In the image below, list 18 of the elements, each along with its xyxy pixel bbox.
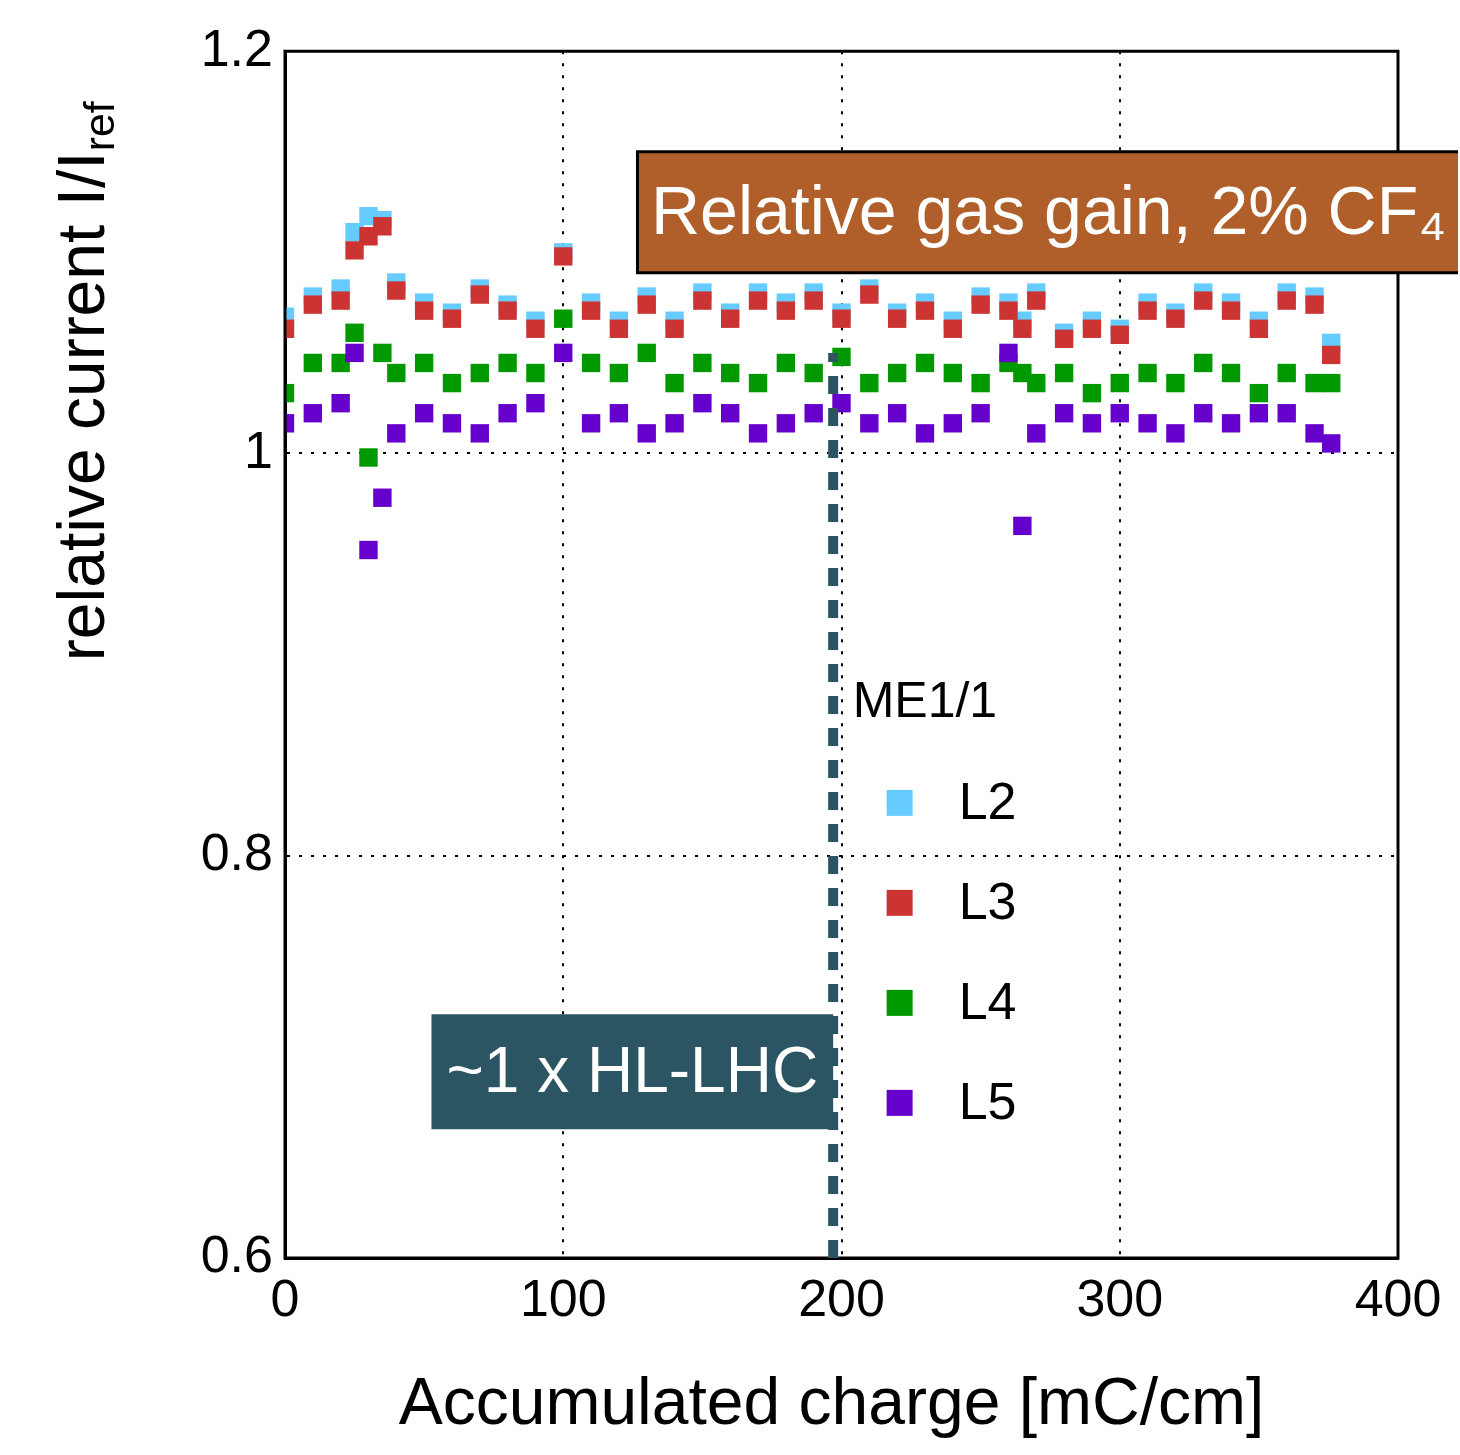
y-tick-label: 0.8 xyxy=(200,823,273,882)
y-tick-label: 0.6 xyxy=(200,1225,273,1284)
y-tick-label: 1.2 xyxy=(200,18,273,77)
x-tick-label: 0 xyxy=(270,1268,300,1327)
legend-label: L2 xyxy=(958,772,1017,831)
legend-title: ME1/1 xyxy=(852,671,998,728)
x-axis-title: Accumulated charge [mC/cm] xyxy=(398,1364,1265,1439)
ref-line-label: ~1 x HL-LHC xyxy=(446,1033,819,1106)
y-tick-label: 1 xyxy=(244,420,273,479)
legend-label: L3 xyxy=(958,872,1017,931)
legend-label: L4 xyxy=(958,972,1017,1031)
legend-label: L5 xyxy=(958,1072,1017,1131)
annotation: Relative gas gain, 2% CF₄ xyxy=(650,171,1446,248)
x-tick-label: 300 xyxy=(1076,1268,1164,1327)
x-tick-label: 100 xyxy=(519,1268,607,1327)
x-tick-label: 200 xyxy=(798,1268,885,1327)
y-axis-title: relative current I/Iref xyxy=(44,101,124,662)
x-tick-label: 400 xyxy=(1354,1268,1442,1327)
